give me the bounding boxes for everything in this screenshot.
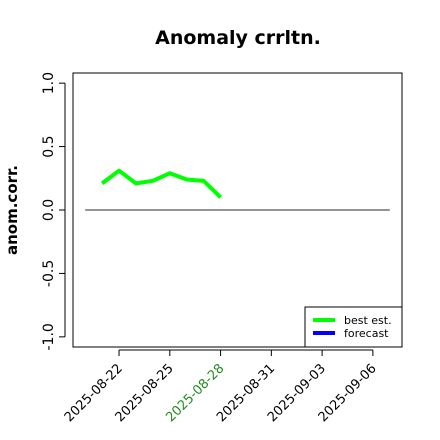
- legend-label: forecast: [344, 327, 389, 340]
- series-line: [100, 168, 222, 199]
- y-tick-label: 0.0: [41, 199, 57, 221]
- chart-title: Anomaly crrltn.: [155, 27, 321, 49]
- y-axis-label: anom.corr.: [3, 165, 21, 255]
- y-tick-label: -0.5: [41, 260, 57, 287]
- plot-box: [72, 72, 403, 348]
- legend-box: [304, 306, 403, 348]
- y-tick-label: 0.5: [41, 135, 57, 157]
- legend-label: best est.: [344, 314, 392, 327]
- y-tick-label: -1.0: [41, 323, 57, 350]
- y-tick-label: 1.0: [41, 72, 57, 94]
